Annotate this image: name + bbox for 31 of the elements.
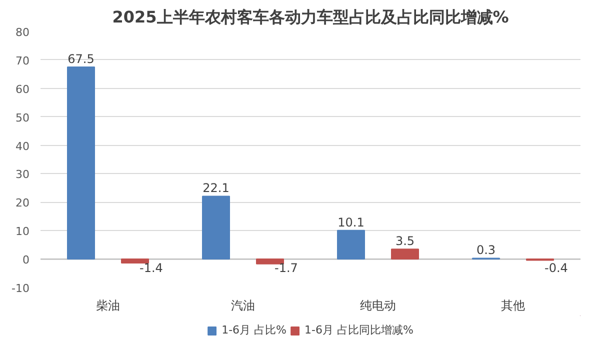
bar (337, 230, 365, 260)
y-tick-label: 20 (16, 196, 30, 210)
legend-label: 1-6月 占比同比增减% (304, 322, 414, 338)
bar (391, 248, 419, 260)
data-label: 67.5 (68, 52, 94, 66)
data-label: 3.5 (395, 234, 415, 248)
bar (202, 196, 230, 260)
bar (121, 258, 149, 264)
bar (256, 258, 284, 264)
y-tick-label: 40 (16, 140, 30, 153)
y-tick-label: 30 (16, 168, 30, 182)
data-label: 10.1 (338, 215, 364, 230)
y-tick-label: 50 (16, 111, 30, 124)
y-tick-label: 0 (22, 254, 30, 267)
x-tick-label: 柴油 (96, 298, 120, 312)
chart-title: 2025上半年农村客车各动力车型占比及占比同比增减% (112, 8, 509, 26)
data-label: -1.7 (274, 261, 298, 276)
y-tick-label: 60 (16, 82, 30, 96)
data-label: 22.1 (202, 181, 230, 196)
data-label: 0.3 (476, 243, 496, 258)
x-tick-label: 纯电动 (360, 298, 396, 312)
bar (67, 66, 95, 260)
y-tick-label: 70 (16, 54, 30, 68)
x-tick-label: 其他 (501, 298, 525, 312)
legend-label: 1-6月 占比% (222, 322, 286, 338)
data-label: -0.4 (544, 261, 568, 276)
y-tick-label: -10 (12, 282, 30, 295)
y-tick-label: 80 (16, 26, 30, 39)
data-label: -1.4 (139, 261, 163, 276)
x-tick-label: 汽油 (231, 298, 255, 312)
y-tick-label: 10 (16, 225, 30, 238)
